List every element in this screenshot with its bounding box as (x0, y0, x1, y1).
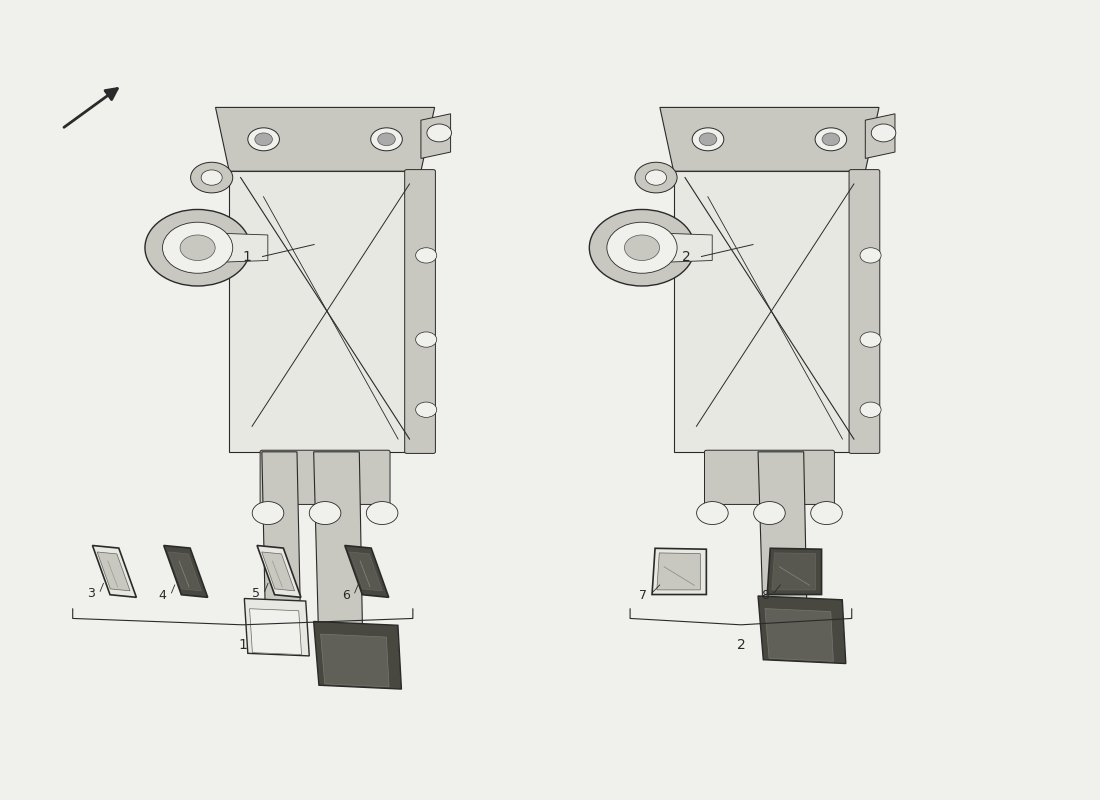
Circle shape (822, 133, 839, 146)
Text: 2: 2 (682, 250, 691, 264)
Circle shape (692, 128, 724, 150)
Polygon shape (198, 233, 267, 263)
Circle shape (371, 128, 403, 150)
FancyBboxPatch shape (405, 170, 436, 454)
Polygon shape (657, 553, 701, 590)
Circle shape (163, 222, 233, 274)
Polygon shape (758, 452, 807, 624)
Circle shape (416, 332, 437, 347)
Polygon shape (350, 552, 383, 591)
Circle shape (427, 124, 451, 142)
Polygon shape (314, 452, 363, 650)
Circle shape (635, 162, 678, 193)
Text: 4: 4 (158, 589, 166, 602)
Polygon shape (421, 114, 451, 158)
Circle shape (248, 128, 279, 150)
Polygon shape (244, 598, 309, 656)
Circle shape (252, 502, 284, 525)
Text: 6: 6 (342, 589, 350, 602)
Circle shape (201, 170, 222, 186)
Polygon shape (216, 107, 434, 171)
FancyBboxPatch shape (849, 170, 880, 454)
Polygon shape (866, 114, 895, 158)
Polygon shape (660, 107, 879, 171)
Polygon shape (758, 596, 846, 663)
Circle shape (590, 210, 695, 286)
Circle shape (190, 162, 233, 193)
Polygon shape (344, 546, 388, 598)
Circle shape (754, 502, 785, 525)
Polygon shape (642, 233, 712, 263)
Polygon shape (229, 171, 421, 452)
Circle shape (625, 235, 660, 261)
Polygon shape (320, 634, 389, 687)
Polygon shape (652, 548, 706, 594)
Text: 8: 8 (761, 589, 769, 602)
Text: 1: 1 (239, 638, 248, 651)
Polygon shape (314, 622, 402, 689)
Polygon shape (250, 609, 301, 654)
Circle shape (366, 502, 398, 525)
Polygon shape (764, 609, 834, 662)
Text: 5: 5 (252, 587, 260, 600)
Circle shape (811, 502, 843, 525)
Circle shape (607, 222, 678, 274)
Circle shape (696, 502, 728, 525)
Circle shape (255, 133, 273, 146)
Circle shape (145, 210, 251, 286)
Polygon shape (767, 548, 822, 594)
Circle shape (871, 124, 895, 142)
Circle shape (860, 332, 881, 347)
Polygon shape (257, 546, 301, 598)
Polygon shape (262, 452, 300, 618)
Polygon shape (673, 171, 866, 452)
Text: 3: 3 (87, 587, 96, 600)
Polygon shape (164, 546, 208, 598)
Circle shape (646, 170, 667, 186)
Polygon shape (168, 552, 201, 591)
Circle shape (309, 502, 341, 525)
FancyBboxPatch shape (260, 450, 390, 505)
Circle shape (180, 235, 216, 261)
Circle shape (860, 248, 881, 263)
FancyBboxPatch shape (704, 450, 835, 505)
Circle shape (860, 402, 881, 418)
Text: 7: 7 (639, 589, 647, 602)
Text: 1: 1 (243, 250, 252, 264)
Circle shape (416, 248, 437, 263)
Circle shape (416, 402, 437, 418)
Circle shape (377, 133, 395, 146)
Circle shape (815, 128, 847, 150)
Polygon shape (262, 552, 295, 591)
Text: 2: 2 (737, 638, 746, 651)
Polygon shape (772, 553, 815, 590)
Circle shape (700, 133, 717, 146)
Polygon shape (92, 546, 136, 598)
Polygon shape (97, 552, 130, 591)
